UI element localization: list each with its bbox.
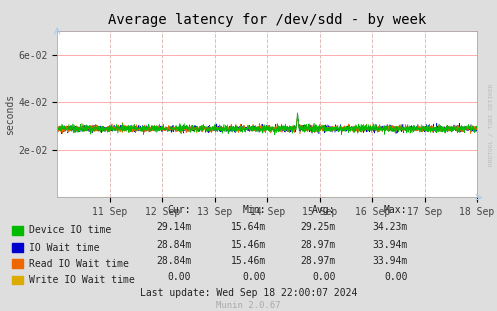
Text: Avg:: Avg:	[312, 205, 335, 215]
Y-axis label: seconds: seconds	[5, 94, 15, 135]
Text: 15.46m: 15.46m	[231, 239, 266, 249]
Text: 33.94m: 33.94m	[372, 256, 408, 266]
Text: 33.94m: 33.94m	[372, 239, 408, 249]
Text: Max:: Max:	[384, 205, 408, 215]
Text: 29.25m: 29.25m	[300, 222, 335, 232]
Text: 15.64m: 15.64m	[231, 222, 266, 232]
Text: RRDTOOL / TOBI OETIKER: RRDTOOL / TOBI OETIKER	[488, 83, 493, 166]
Title: Average latency for /dev/sdd - by week: Average latency for /dev/sdd - by week	[108, 13, 426, 27]
Text: 0.00: 0.00	[384, 272, 408, 282]
Text: 28.84m: 28.84m	[156, 239, 191, 249]
Text: Munin 2.0.67: Munin 2.0.67	[216, 301, 281, 310]
Text: Min:: Min:	[243, 205, 266, 215]
Text: 15.46m: 15.46m	[231, 256, 266, 266]
Text: 28.97m: 28.97m	[300, 239, 335, 249]
Text: 28.97m: 28.97m	[300, 256, 335, 266]
Text: 0.00: 0.00	[243, 272, 266, 282]
Text: Device IO time: Device IO time	[29, 225, 111, 235]
Text: 0.00: 0.00	[312, 272, 335, 282]
Text: Cur:: Cur:	[168, 205, 191, 215]
Text: 34.23m: 34.23m	[372, 222, 408, 232]
Text: 0.00: 0.00	[168, 272, 191, 282]
Text: 28.84m: 28.84m	[156, 256, 191, 266]
Text: Read IO Wait time: Read IO Wait time	[29, 259, 129, 269]
Text: IO Wait time: IO Wait time	[29, 243, 100, 253]
Text: Last update: Wed Sep 18 22:00:07 2024: Last update: Wed Sep 18 22:00:07 2024	[140, 288, 357, 298]
Text: 29.14m: 29.14m	[156, 222, 191, 232]
Text: Write IO Wait time: Write IO Wait time	[29, 275, 135, 285]
